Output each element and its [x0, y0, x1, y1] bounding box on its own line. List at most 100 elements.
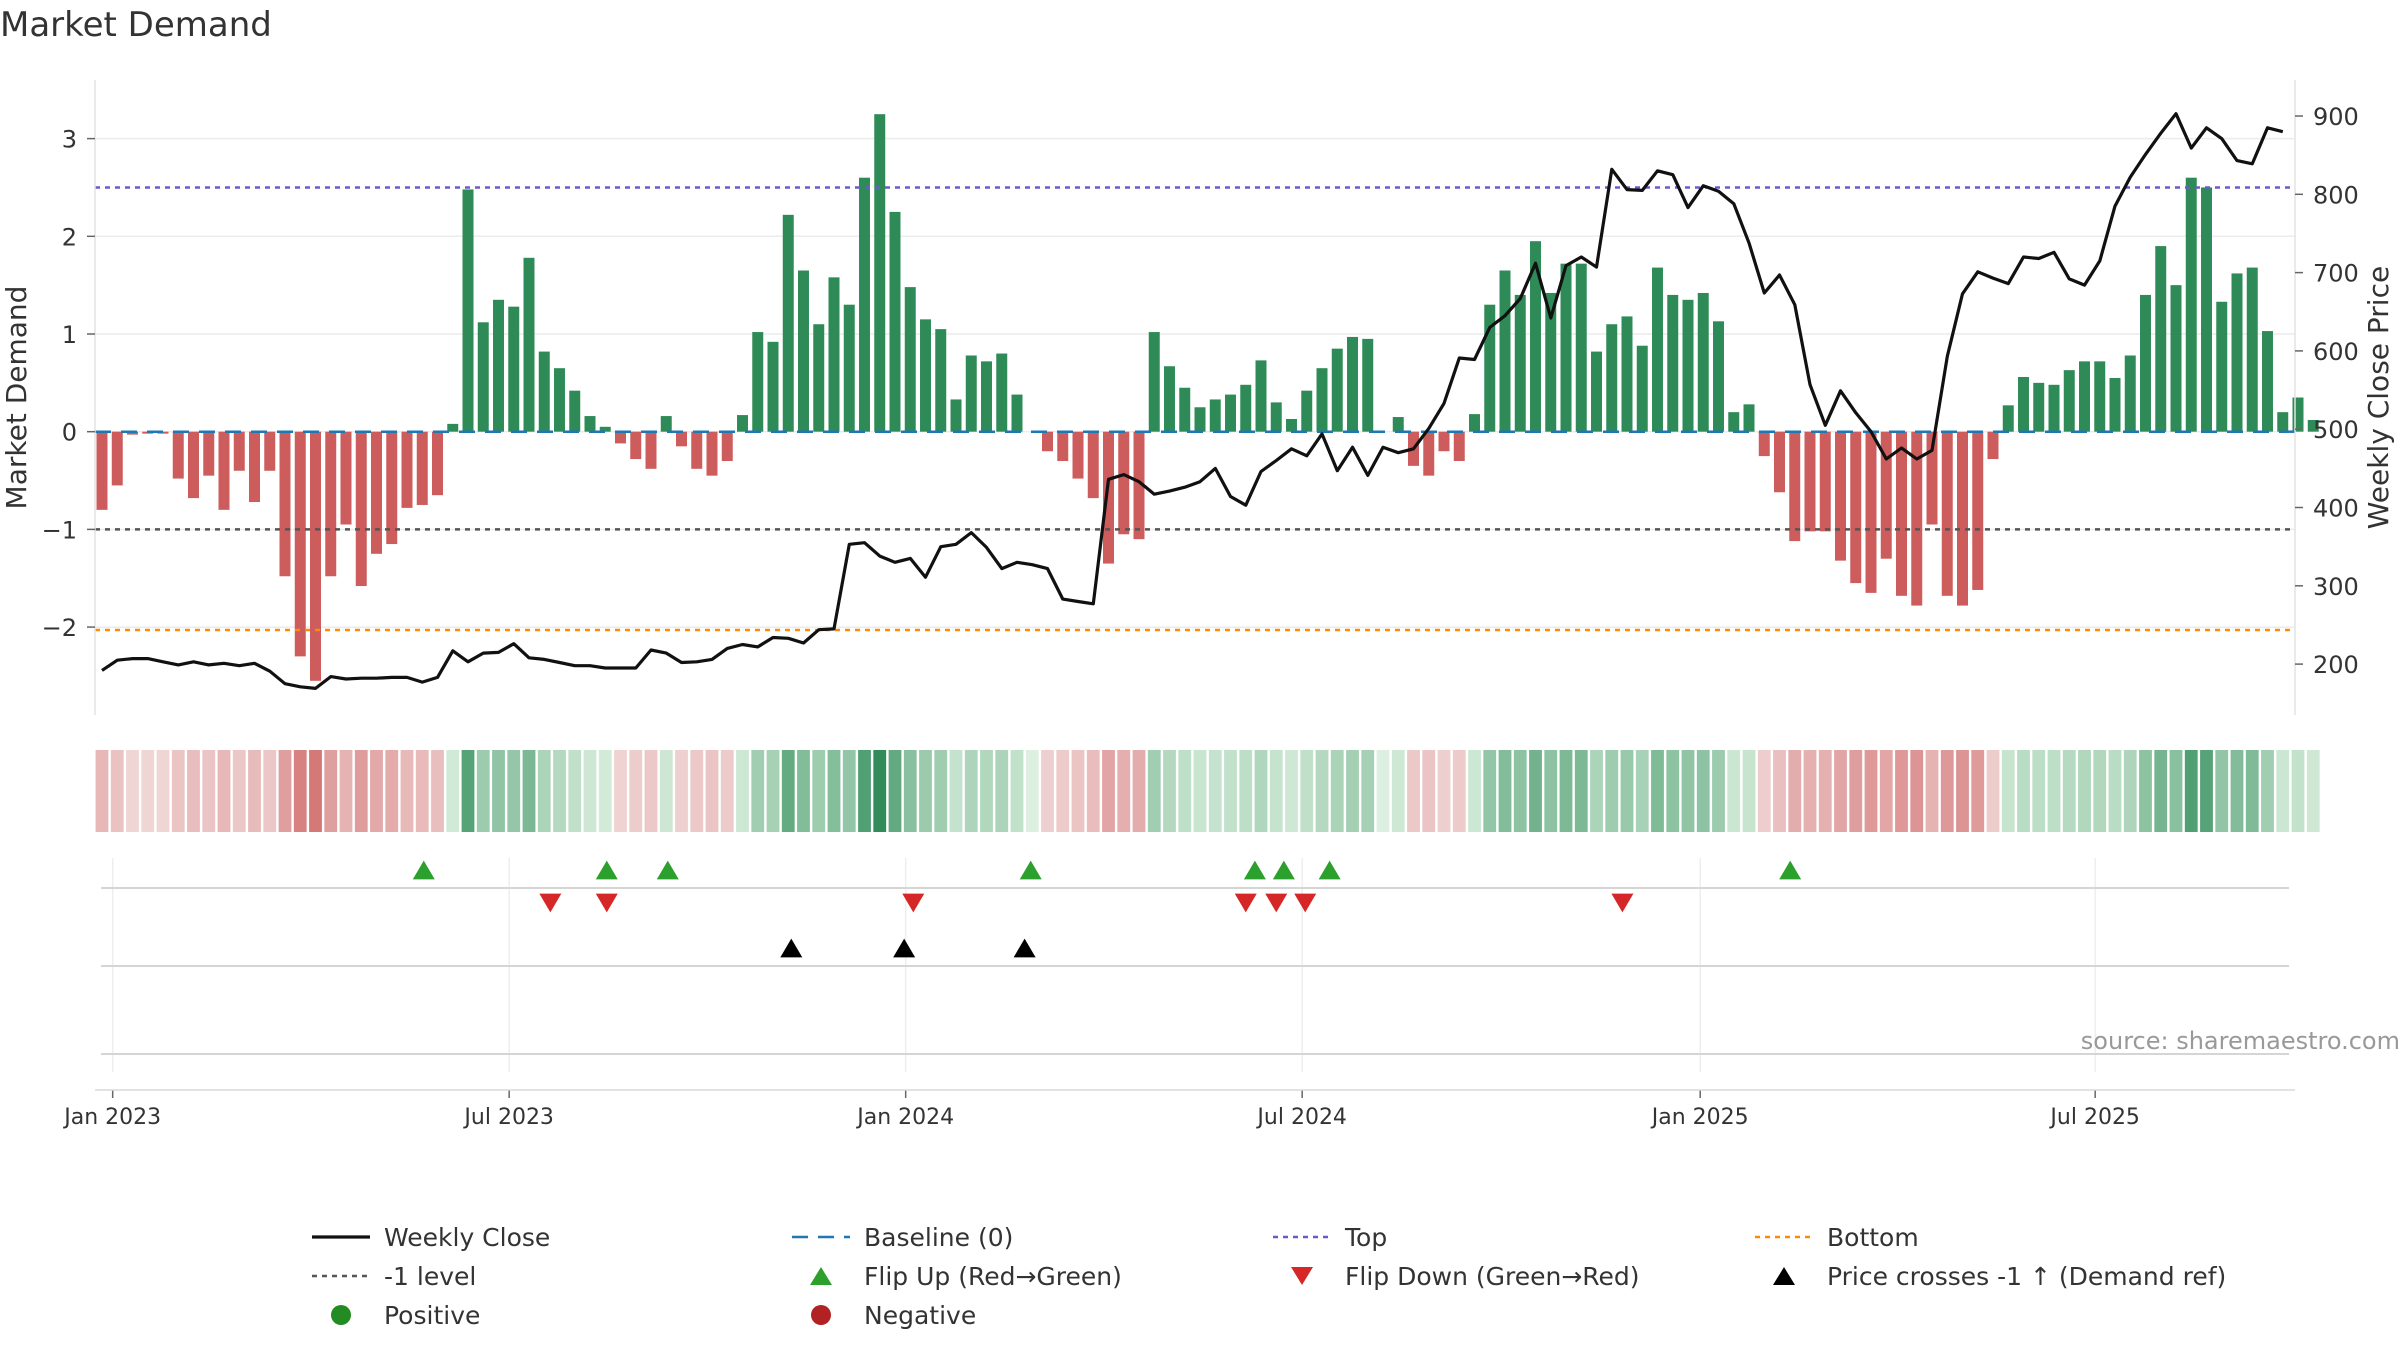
heat-cell: [187, 750, 200, 832]
price-cross-marker: [893, 938, 916, 958]
left-tick-label: 0: [62, 419, 77, 447]
legend-label-positive: Positive: [384, 1301, 480, 1330]
demand-bar-negative: [218, 431, 230, 510]
heat-cell: [1300, 750, 1314, 832]
demand-bar-negative: [1087, 431, 1099, 499]
demand-bar-negative: [1911, 431, 1923, 606]
heat-cell: [2200, 750, 2213, 832]
right-tick-label: 900: [2313, 103, 2359, 131]
heat-cell: [583, 750, 597, 832]
right-tick-label: 800: [2313, 181, 2359, 209]
heat-cell: [324, 750, 338, 832]
heat-cell: [1346, 750, 1359, 832]
left-tick-label: −2: [42, 614, 77, 642]
demand-bar-positive: [1560, 263, 1572, 432]
demand-bar-positive: [752, 332, 764, 432]
demand-bar-negative: [294, 431, 306, 657]
demand-bar-negative: [1103, 431, 1114, 564]
demand-bar-positive: [2079, 361, 2090, 432]
flip-down-marker: [1265, 893, 1288, 913]
heat-cell: [370, 750, 383, 832]
flip-up-marker: [1779, 860, 1802, 880]
heat-cell: [354, 750, 368, 832]
heat-cell: [2154, 750, 2168, 832]
heat-cell: [2108, 750, 2122, 832]
demand-bar-positive: [2140, 294, 2151, 432]
demand-bar-negative: [310, 431, 321, 681]
demand-bar-negative: [1972, 431, 1984, 590]
left-axis-label: Market Demand: [0, 286, 33, 510]
heat-cell: [2215, 750, 2229, 832]
heat-cell: [1849, 750, 1863, 832]
demand-bar-positive: [935, 329, 947, 432]
x-tick-label: Jul 2023: [462, 1105, 554, 1130]
heat-cell: [232, 750, 246, 832]
demand-bar-positive: [920, 319, 931, 432]
demand-bar-positive: [1240, 384, 1252, 432]
heat-cell: [1269, 750, 1283, 832]
demand-bar-positive: [1209, 399, 1221, 432]
heat-cell: [1117, 750, 1131, 832]
heat-cell: [431, 750, 444, 832]
heat-cell: [1422, 750, 1436, 832]
demand-bar-negative: [1926, 431, 1938, 525]
demand-bar-positive: [462, 189, 474, 432]
demand-bar-negative: [188, 431, 199, 499]
heat-cell: [2276, 750, 2290, 832]
heat-cell: [781, 750, 795, 832]
demand-bar-positive: [2094, 361, 2106, 432]
heat-cell: [2245, 750, 2259, 832]
demand-bar-negative: [1758, 431, 1770, 457]
heat-cell: [171, 750, 185, 832]
demand-bar-negative: [401, 431, 413, 508]
heat-cell: [141, 750, 155, 832]
heat-cell: [1956, 750, 1969, 832]
demand-bar-positive: [584, 416, 596, 432]
legend-item-flipdown: Flip Down (Green→Red): [1291, 1262, 1640, 1291]
legend-item-cross: Price crosses -1 ↑ (Demand ref): [1773, 1262, 2226, 1291]
heat-cell: [1940, 750, 1954, 832]
heat-cell: [2017, 750, 2030, 832]
demand-bar-negative: [676, 431, 687, 447]
heat-cell: [690, 750, 704, 832]
heat-cell: [400, 750, 414, 832]
heat-cell: [1803, 750, 1817, 832]
heat-cell: [659, 750, 673, 832]
heat-cell: [1208, 750, 1222, 832]
demand-bar-positive: [2048, 384, 2060, 432]
heat-cell: [675, 750, 688, 832]
heat-cell: [2306, 750, 2320, 832]
demand-bar-positive: [1652, 267, 1663, 432]
heat-cell: [888, 750, 902, 832]
demand-bar-positive: [1392, 417, 1404, 432]
heat-cell: [1376, 750, 1390, 832]
heat-cell: [1193, 750, 1207, 832]
demand-bar-positive: [1469, 414, 1480, 432]
price-cross-marker: [780, 938, 803, 958]
heat-cell: [1529, 750, 1542, 832]
heat-cell: [1086, 750, 1100, 832]
flip-up-marker: [595, 860, 618, 880]
demand-bar-negative: [1118, 431, 1130, 535]
demand-bar-positive: [1362, 338, 1374, 432]
heat-cell: [1818, 750, 1832, 832]
demand-bar-negative: [325, 431, 337, 577]
right-tick-label: 500: [2313, 416, 2359, 444]
heat-cell: [1224, 750, 1237, 832]
demand-bar-positive: [981, 361, 992, 432]
heat-cell: [1681, 750, 1695, 832]
demand-bar-negative: [1850, 431, 1862, 584]
flip-up-marker: [1272, 860, 1295, 880]
legend-label-close: Weekly Close: [384, 1223, 550, 1252]
heat-cell: [873, 750, 887, 832]
heat-cell: [461, 750, 475, 832]
demand-bar-positive: [1530, 241, 1541, 432]
heat-cell: [1895, 750, 1908, 832]
heat-cell: [1605, 750, 1619, 832]
close-price-line: [101, 112, 2284, 690]
legend-label-bottom: Bottom: [1827, 1223, 1919, 1252]
heat-cell: [2230, 750, 2244, 832]
demand-bar-positive: [1484, 304, 1496, 432]
legend-item-flipup: Flip Up (Red→Green): [810, 1262, 1122, 1291]
